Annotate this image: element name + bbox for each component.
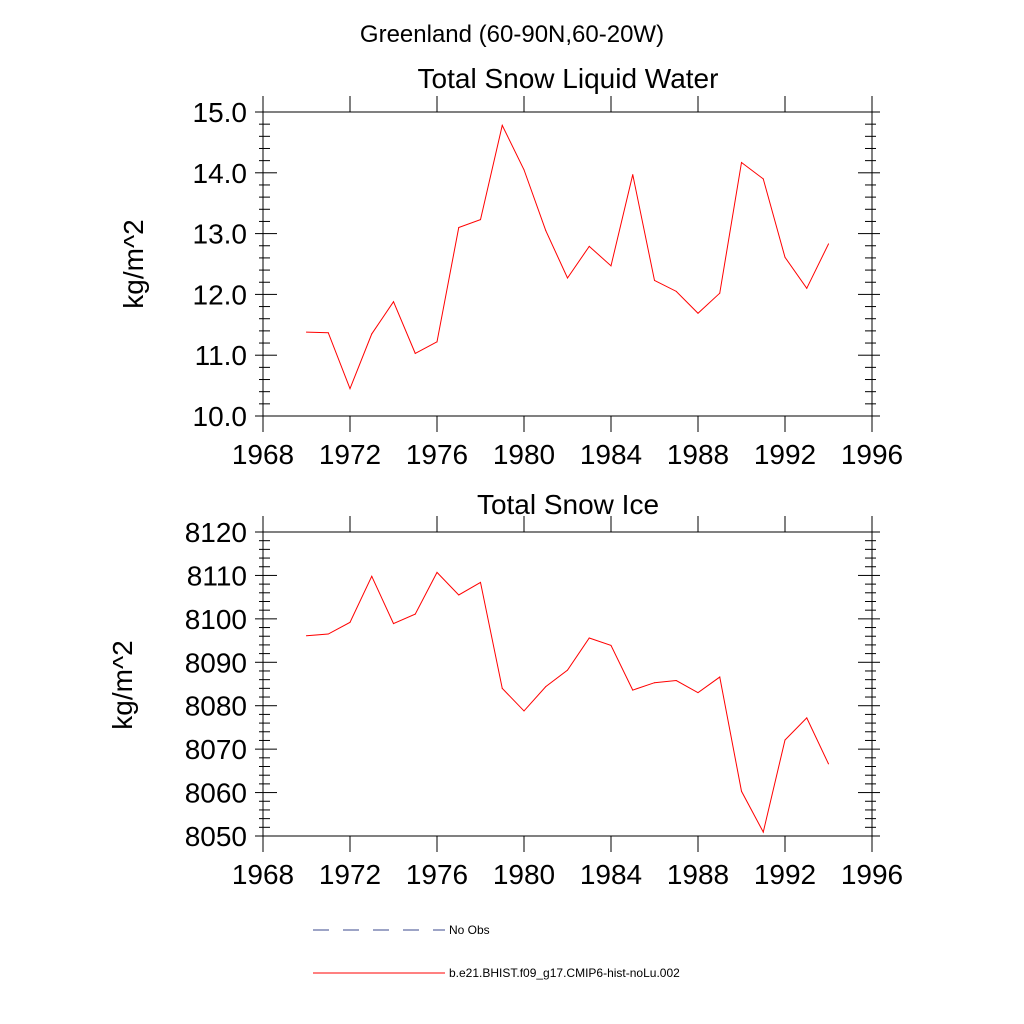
y-tick-label: 13.0 — [193, 219, 248, 250]
data-point — [349, 388, 351, 390]
x-tick-label: 1996 — [841, 439, 903, 470]
data-point — [393, 623, 394, 625]
data-point — [414, 613, 416, 615]
legend-label-model-run: b.e21.BHIST.f09_g17.CMIP6-hist-noLu.002 — [449, 966, 680, 980]
data-point — [327, 633, 329, 635]
data-point — [828, 763, 829, 765]
data-point — [719, 676, 721, 678]
x-tick-label: 1980 — [493, 859, 555, 890]
y-tick-label: 15.0 — [193, 97, 248, 128]
x-tick-label: 1976 — [406, 859, 468, 890]
data-point — [762, 178, 764, 180]
x-tick-label: 1992 — [754, 439, 816, 470]
data-point — [610, 644, 612, 646]
data-point — [675, 680, 677, 682]
y-tick-label: 8100 — [185, 604, 247, 635]
data-point — [806, 717, 808, 719]
x-tick-label: 1996 — [841, 859, 903, 890]
data-point — [762, 831, 764, 833]
data-point — [327, 332, 329, 334]
data-point — [349, 621, 351, 623]
data-point — [306, 331, 307, 333]
x-tick-label: 1972 — [319, 859, 381, 890]
series-line — [306, 571, 829, 834]
plot-frame — [262, 531, 873, 837]
data-point — [414, 352, 416, 354]
x-tick-label: 1988 — [667, 859, 729, 890]
legend: No Obs b.e21.BHIST.f09_g17.CMIP6-hist-no… — [313, 923, 680, 980]
data-point — [371, 333, 373, 335]
x-tick-label: 1984 — [580, 439, 642, 470]
data-point — [458, 227, 460, 229]
y-tick-label: 10.0 — [193, 401, 248, 432]
data-point — [697, 692, 699, 694]
data-point — [610, 265, 612, 267]
y-tick-label: 8070 — [185, 734, 247, 765]
data-point — [480, 219, 481, 221]
data-point — [588, 637, 590, 639]
data-point — [501, 687, 503, 689]
data-point — [828, 243, 829, 245]
data-point — [393, 301, 394, 303]
chart-title: Total Snow Liquid Water — [418, 63, 719, 94]
data-point — [306, 635, 307, 637]
plot-frame — [262, 111, 873, 417]
data-point — [741, 790, 742, 792]
data-point — [675, 290, 677, 292]
y-tick-label: 8110 — [187, 560, 247, 591]
y-axis-label: kg/m^2 — [107, 640, 138, 729]
data-point — [436, 571, 438, 573]
y-tick-label: 8060 — [185, 778, 247, 809]
x-tick-label: 1968 — [232, 439, 294, 470]
data-point — [501, 124, 503, 126]
x-tick-label: 1976 — [406, 439, 468, 470]
y-tick-label: 8080 — [185, 691, 247, 722]
page-title: Greenland (60-90N,60-20W) — [360, 21, 664, 48]
data-point — [632, 689, 634, 691]
data-point — [436, 341, 438, 343]
legend-label-no-obs: No Obs — [449, 923, 490, 937]
chart-total-snow-ice: Total Snow Ice kg/m^2 1968 1972 1976 1980 19… — [107, 489, 903, 890]
data-point — [545, 230, 547, 232]
data-point — [784, 739, 786, 741]
y-tick-label: 12.0 — [193, 279, 248, 310]
x-tick-label: 1972 — [319, 439, 381, 470]
data-point — [632, 174, 634, 176]
y-tick-label: 14.0 — [193, 158, 248, 189]
data-point — [523, 169, 525, 171]
data-point — [654, 682, 655, 684]
x-tick-label: 1992 — [754, 859, 816, 890]
series-line — [306, 123, 829, 391]
x-tick-label: 1968 — [232, 859, 294, 890]
data-point — [545, 686, 547, 688]
data-point — [741, 161, 742, 163]
data-point — [784, 256, 786, 258]
data-point — [567, 669, 568, 671]
y-tick-label: 8120 — [185, 517, 247, 548]
data-point — [480, 581, 481, 583]
y-axis-label: kg/m^2 — [118, 219, 149, 308]
data-point — [719, 292, 721, 294]
data-point — [697, 312, 699, 314]
chart-total-snow-liquid-water: Total Snow Liquid Water kg/m^2 1968 1972 1… — [118, 63, 903, 470]
data-point — [806, 287, 808, 289]
y-tick-label: 8050 — [185, 821, 247, 852]
x-tick-label: 1984 — [580, 859, 642, 890]
data-point — [371, 575, 373, 577]
y-tick-label: 11.0 — [195, 340, 247, 371]
data-point — [567, 277, 568, 279]
y-tick-label: 8090 — [185, 647, 247, 678]
chart-title: Total Snow Ice — [477, 489, 659, 520]
data-point — [458, 594, 460, 596]
data-point — [588, 245, 590, 247]
data-point — [654, 279, 655, 281]
x-tick-label: 1988 — [667, 439, 729, 470]
data-point — [523, 710, 525, 712]
x-tick-label: 1980 — [493, 439, 555, 470]
